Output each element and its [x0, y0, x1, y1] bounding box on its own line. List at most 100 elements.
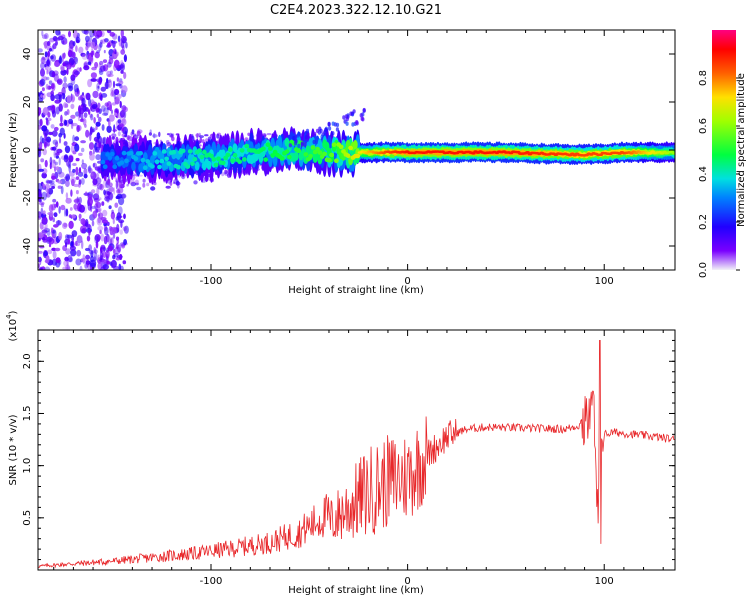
heatmap-cell-2423 — [220, 160, 226, 166]
heatmap-cell-559 — [45, 255, 50, 264]
heatmap-cell-728 — [53, 159, 56, 164]
heatmap-cell-2458 — [303, 152, 309, 157]
heatmap-cell-1355 — [223, 171, 230, 176]
heatmap-cell-211 — [72, 163, 77, 166]
heatmap-cell-383 — [95, 121, 101, 127]
heatmap-cell-336 — [58, 206, 61, 214]
heatmap-cell-2382 — [124, 158, 129, 164]
heatmap-cell-658 — [88, 229, 91, 236]
heatmap-cell-540 — [89, 126, 93, 135]
heatmap-cell-678 — [107, 73, 114, 77]
heatmap-cell-401 — [76, 235, 83, 244]
spectrogram-y-tick-label-1: -20 — [22, 190, 33, 206]
snr-line — [38, 340, 675, 569]
heatmap-cell-2414 — [199, 154, 205, 160]
heatmap-cell-639 — [115, 243, 119, 250]
heatmap-cell-554 — [66, 61, 72, 70]
heatmap-cell-792 — [50, 94, 55, 102]
heatmap-cell-841 — [68, 44, 75, 49]
heatmap-cell-508 — [83, 173, 88, 179]
heatmap-cell-113 — [101, 124, 105, 131]
heatmap-cell-845 — [38, 125, 42, 130]
heatmap-cell-645 — [95, 201, 99, 206]
heatmap-cell-851 — [100, 65, 106, 72]
heatmap-cell-797 — [41, 34, 48, 39]
heatmap-cell-662 — [90, 113, 94, 121]
heatmap-cell-769 — [67, 255, 73, 263]
heatmap-cell-2397 — [159, 158, 165, 164]
heatmap-cell-686 — [64, 111, 68, 116]
heatmap-cell-880 — [118, 123, 124, 128]
heatmap-cell-1354 — [217, 132, 221, 136]
heatmap-cell-2381 — [121, 150, 127, 156]
heatmap-cell-214 — [109, 32, 116, 37]
heatmap-cell-518 — [86, 235, 91, 242]
heatmap-cell-883 — [50, 227, 54, 233]
heatmap-cell-712 — [45, 117, 48, 121]
heatmap-cell-875 — [112, 40, 116, 49]
heatmap-cell-422 — [106, 61, 112, 68]
heatmap-cell-87 — [92, 149, 95, 155]
heatmap-cell-781 — [118, 180, 123, 188]
colorbar-ticks: 0.0 0.2 0.4 0.6 0.8 — [698, 70, 740, 278]
heatmap-cell-268 — [95, 240, 99, 249]
heatmap-cell-843 — [103, 189, 106, 196]
heatmap-cell-564 — [119, 110, 125, 118]
heatmap-cell-718 — [38, 147, 41, 156]
heatmap-cell-894 — [67, 160, 72, 169]
heatmap-cell-147 — [95, 125, 98, 131]
heatmap-cell-2389 — [140, 157, 146, 163]
heatmap-cell-2658 — [335, 122, 340, 128]
heatmap-cell-346 — [58, 171, 65, 178]
heatmap-cell-2 — [106, 221, 110, 226]
heatmap-cell-56 — [46, 230, 51, 236]
heatmap-cell-533 — [66, 67, 69, 76]
heatmap-cell-771 — [97, 225, 104, 231]
heatmap-cell-675 — [102, 112, 109, 116]
heatmap-cell-2400 — [166, 161, 172, 166]
heatmap-cell-783 — [79, 107, 85, 115]
heatmap-cell-2665 — [297, 131, 301, 137]
heatmap-cell-2460 — [308, 154, 313, 159]
snr-y-tick-label-3: 2.0 — [22, 353, 33, 369]
spectrogram-y-tick-label-4: 40 — [22, 48, 33, 61]
spectrogram-panel: -100 0 100 -40 -20 0 20 40 Height of straight … — [8, 29, 676, 296]
heatmap-cell-526 — [48, 204, 54, 213]
colorbar-tick-label-1: 0.2 — [698, 214, 709, 230]
heatmap-cell-832 — [88, 142, 95, 150]
heatmap-cell-2181 — [223, 158, 229, 168]
heatmap-cell-702 — [116, 93, 122, 99]
colorbar-tick-label-2: 0.4 — [698, 166, 709, 182]
heatmap-cell-1002 — [112, 129, 117, 132]
heatmap-cell-492 — [61, 222, 68, 229]
heatmap-cell-697 — [51, 175, 56, 180]
heatmap-cell-741 — [60, 34, 66, 39]
heatmap-cell-318 — [123, 213, 126, 220]
heatmap-cell-886 — [123, 239, 127, 246]
snr-y-ticks: 0.5 1.0 1.5 2.0 — [22, 339, 675, 561]
heatmap-cell-635 — [40, 56, 46, 64]
heatmap-cell-764 — [105, 249, 110, 259]
heatmap-cell-810 — [90, 41, 96, 48]
heatmap-cell-499 — [75, 190, 79, 195]
heatmap-cell-161 — [92, 163, 96, 168]
heatmap-cell-477 — [41, 92, 46, 100]
heatmap-cell-221 — [87, 167, 93, 174]
heatmap-cell-2552 — [525, 151, 530, 154]
heatmap-cell-1144 — [224, 169, 228, 175]
heatmap-cell-428 — [68, 220, 74, 229]
heatmap-cell-877 — [92, 210, 98, 219]
heatmap-cell-2396 — [157, 164, 162, 170]
heatmap-cell-311 — [64, 145, 71, 154]
heatmap-cell-293 — [41, 229, 48, 234]
heatmap-cell-547 — [54, 166, 57, 172]
heatmap-cell-291 — [41, 30, 44, 36]
heatmap-cell-513 — [101, 201, 105, 206]
colorbar-tick-label-0: 0.0 — [698, 262, 709, 278]
heatmap-cell-454 — [120, 40, 125, 49]
heatmap-cell-1266 — [168, 132, 173, 138]
heatmap-cell-898 — [87, 197, 93, 206]
heatmap-cell-607 — [54, 61, 60, 68]
heatmap-cell-650 — [97, 216, 102, 224]
heatmap-cell-427 — [121, 85, 128, 94]
